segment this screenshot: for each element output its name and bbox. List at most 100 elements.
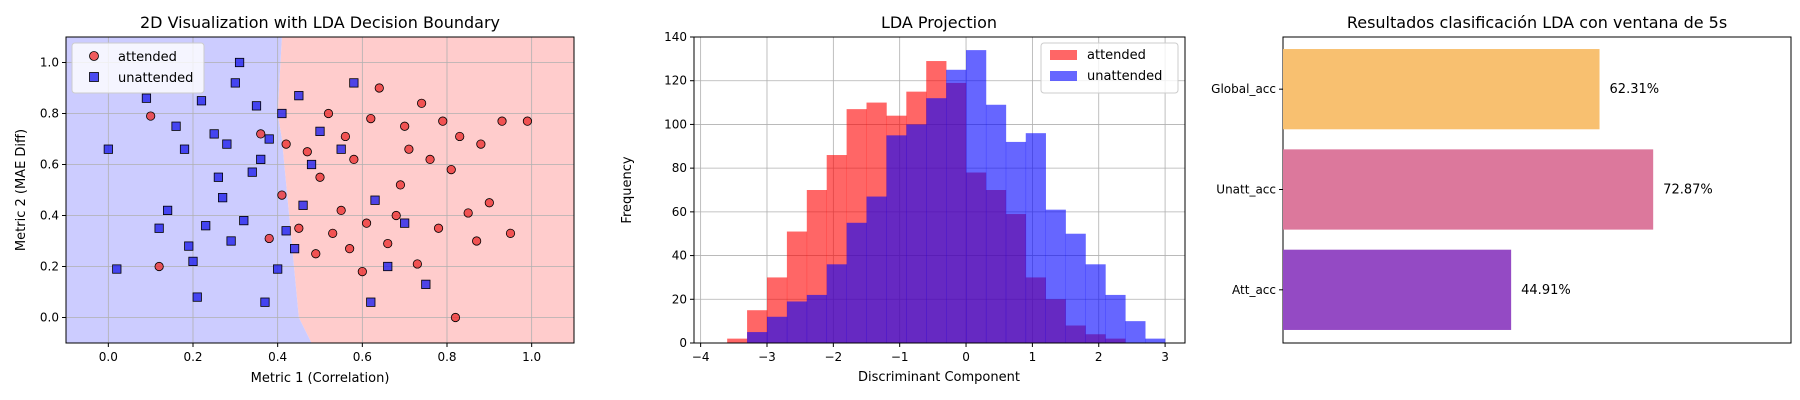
unattended-hist-bar [1085, 264, 1106, 343]
unattended-point [273, 264, 283, 274]
attended-point [281, 139, 291, 149]
attended-point [374, 83, 384, 93]
unattended-point [184, 241, 194, 251]
attended-point [476, 139, 486, 149]
unattended-point [256, 154, 266, 164]
unattended-point [370, 195, 380, 205]
unattended-point [226, 236, 236, 246]
unattended-point [239, 215, 249, 226]
y-tick-label: 60 [672, 205, 687, 219]
category-label: Unatt_acc [1216, 182, 1276, 196]
attended-point [522, 116, 533, 126]
attended-point [345, 244, 355, 254]
unattended-point [162, 205, 173, 215]
attended-point [505, 228, 516, 238]
unattended-point [400, 218, 410, 228]
unattended-point [349, 78, 359, 88]
attended-point [484, 198, 494, 208]
unattended-hist-bar [806, 294, 828, 343]
scatter-ticks: 0.0 0.2 0.4 0.6 0.8 1.0 0.0 0.2 0.4 0.6 0.8 1.0 [40, 56, 541, 365]
unattended-point [366, 297, 376, 307]
attended-point [383, 238, 393, 249]
x-tick-label: 1.0 [522, 350, 541, 364]
y-tick-label: 40 [672, 249, 687, 263]
unattended-hist-bar [985, 104, 1007, 343]
attended-point [425, 154, 435, 164]
legend-hist-attended-swatch [1050, 50, 1077, 60]
legend-hist-unattended-label: unattended [1087, 69, 1162, 84]
y-tick-label: 1.0 [40, 56, 59, 70]
x-tick-label: 0.6 [353, 350, 372, 364]
unattended-hist-bar [826, 264, 847, 343]
attended-point [400, 121, 410, 131]
y-tick-label: 0.0 [40, 311, 59, 325]
attended-hist-bar [727, 338, 748, 343]
unattended-point [277, 108, 287, 119]
scatter-legend-box [71, 42, 205, 94]
y-tick-label: 0.8 [40, 107, 59, 121]
unattended-point [192, 292, 202, 302]
unattended-point [306, 159, 317, 170]
x-tick-label: 0 [962, 350, 970, 364]
y-tick-label: 0 [679, 336, 687, 350]
histogram-ticks: −4 −3 −2 −1 0 1 2 3 0 20 40 60 80 100 120 140 [664, 30, 1169, 364]
accuracy-bar [1283, 49, 1600, 130]
attended-point [264, 233, 274, 244]
scatter-legend: attended unattended [71, 42, 205, 94]
attended-point [433, 223, 444, 233]
attended-point [328, 228, 338, 238]
unattended-hist-bar [766, 316, 788, 343]
attended-point [416, 98, 427, 108]
unattended-point [112, 264, 122, 274]
unattended-point [336, 144, 346, 154]
y-tick-label: 120 [664, 74, 687, 88]
region-attended [277, 37, 574, 343]
attended-point [357, 266, 367, 277]
legend-unattended-marker [89, 72, 99, 82]
attended-point [315, 172, 325, 182]
legend-unattended-label: unattended [118, 71, 193, 86]
attended-point [497, 116, 507, 126]
accuracy-title: Resultados clasificación LDA con ventana… [1347, 13, 1727, 32]
unattended-point [230, 78, 240, 88]
unattended-point [421, 279, 431, 289]
y-tick-label: 20 [672, 292, 687, 306]
unattended-hist-bar [747, 332, 768, 343]
scatter-title: 2D Visualization with LDA Decision Bound… [140, 13, 500, 32]
unattended-point [201, 221, 211, 231]
scatter-y-label: Metric 2 (MAE Diff) [14, 129, 29, 251]
unattended-hist-bar [866, 196, 887, 343]
unattended-point [222, 139, 232, 149]
x-tick-label: 0.4 [268, 350, 287, 364]
unattended-hist-bar [1005, 141, 1027, 343]
scatter-points [103, 57, 533, 323]
attended-point [450, 312, 461, 323]
unattended-point [264, 134, 274, 144]
attended-point [463, 208, 473, 218]
unattended-hist-bar [1125, 321, 1146, 343]
x-tick-label: 0.2 [183, 350, 202, 364]
legend-hist-unattended-swatch [1050, 71, 1077, 81]
unattended-hist-bar [1065, 233, 1086, 343]
attended-point [302, 147, 312, 157]
unattended-point [196, 96, 207, 106]
attended-point [311, 249, 321, 259]
unattended-hist-bar [1045, 209, 1066, 343]
histogram-bars [727, 50, 1166, 343]
histogram-title: LDA Projection [881, 13, 997, 32]
y-tick-label: 100 [664, 117, 687, 131]
legend-attended-label: attended [118, 50, 177, 65]
unattended-hist-bar [1025, 133, 1046, 343]
attended-point [366, 114, 376, 124]
unattended-hist-bar [1145, 338, 1166, 343]
attended-point [340, 131, 350, 142]
attended-point [277, 190, 287, 200]
unattended-point [281, 226, 291, 236]
attended-point [472, 236, 482, 246]
unattended-point [218, 193, 228, 203]
histogram-panel: −4 −3 −2 −1 0 1 2 3 0 20 40 60 80 100 120 140 LDA Proje… [620, 13, 1186, 385]
unattended-point [260, 297, 270, 307]
attended-point [146, 111, 156, 121]
legend-hist-attended-label: attended [1087, 48, 1146, 63]
unattended-hist-bar [966, 50, 987, 343]
